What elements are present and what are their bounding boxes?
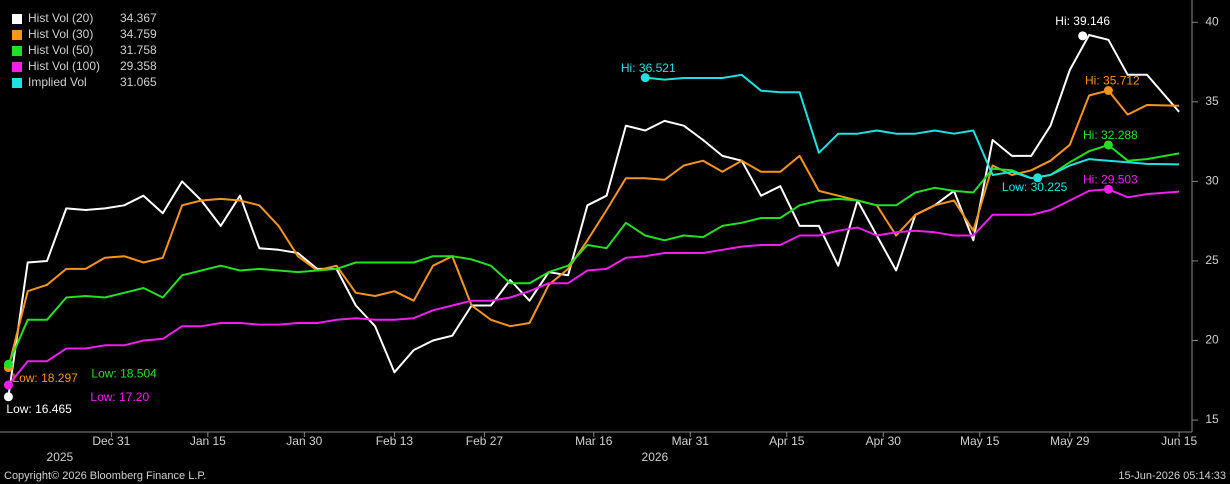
extreme-label: Low: 30.225: [1002, 180, 1068, 194]
extreme-marker: [640, 73, 650, 83]
x-tick-label: Jun 15: [1161, 434, 1197, 448]
extreme-marker: [1103, 86, 1113, 96]
x-tick-label: Feb 13: [376, 434, 414, 448]
x-tick-label: Mar 31: [672, 434, 710, 448]
legend-value: 31.065: [120, 75, 157, 89]
extreme-label: Hi: 36.521: [621, 61, 676, 75]
x-tick-label: May 15: [960, 434, 1000, 448]
legend-swatch: [12, 46, 22, 56]
legend-swatch: [12, 14, 22, 24]
extreme-label: Hi: 32.288: [1083, 128, 1138, 142]
series-line: [7, 89, 1180, 368]
legend-label: Hist Vol (50): [28, 43, 93, 57]
x-tick-label: Jan 30: [286, 434, 322, 448]
legend-label: Hist Vol (100): [28, 59, 100, 73]
y-tick-label: 20: [1205, 333, 1219, 347]
y-tick-label: 40: [1205, 14, 1219, 28]
year-label: 2026: [642, 450, 669, 464]
extreme-marker: [1103, 184, 1113, 194]
legend: Hist Vol (20) 34.367 Hist Vol (30) 34.759 Hi…: [12, 11, 157, 89]
extreme-marker: [3, 380, 13, 390]
y-tick-label: 15: [1205, 412, 1219, 426]
extreme-label: Hi: 35.712: [1085, 74, 1140, 88]
series-line: [645, 73, 1180, 180]
year-label: 2025: [47, 450, 74, 464]
extreme-label: Hi: 39.146: [1055, 14, 1110, 28]
legend-value: 34.759: [120, 27, 157, 41]
extreme-label: Low: 17.20: [90, 390, 149, 404]
extreme-label: Hi: 29.503: [1083, 172, 1138, 186]
x-tick-label: Jan 15: [190, 434, 226, 448]
x-tick-label: May 29: [1050, 434, 1090, 448]
extreme-marker: [3, 359, 13, 369]
legend-label: Hist Vol (20): [28, 11, 93, 25]
extreme-label: Low: 16.465: [6, 402, 72, 416]
x-tick-label: Feb 27: [466, 434, 504, 448]
y-tick-label: 25: [1205, 253, 1219, 267]
legend-value: 29.358: [120, 59, 157, 73]
legend-swatch: [12, 30, 22, 40]
series-line: [7, 144, 1180, 365]
x-tick-label: Mar 16: [575, 434, 613, 448]
series-line: [7, 188, 1180, 386]
extreme-marker: [1103, 140, 1113, 150]
legend-label: Implied Vol: [28, 75, 87, 89]
y-tick-label: 30: [1205, 174, 1219, 188]
x-tick-label: Apr 30: [866, 434, 902, 448]
extreme-marker: [1033, 173, 1043, 183]
extreme-marker: [3, 392, 13, 402]
legend-value: 31.758: [120, 43, 157, 57]
timestamp: 15-Jun-2026 05:14:33: [1118, 470, 1226, 482]
legend-swatch: [12, 62, 22, 72]
legend-swatch: [12, 78, 22, 88]
copyright: Copyright© 2026 Bloomberg Finance L.P.: [4, 470, 206, 482]
legend-value: 34.367: [120, 11, 157, 25]
legend-label: Hist Vol (30): [28, 27, 93, 41]
extreme-label: Low: 18.504: [91, 366, 157, 380]
extreme-marker: [1078, 31, 1088, 41]
x-tick-label: Apr 15: [769, 434, 805, 448]
y-tick-label: 35: [1205, 94, 1219, 108]
extreme-label: Low: 18.297: [12, 371, 78, 385]
x-tick-label: Dec 31: [92, 434, 130, 448]
plot-area: Hi: 39.146 Low: 16.465 Hi: 35.712 Low: 18.2…: [3, 14, 1180, 416]
